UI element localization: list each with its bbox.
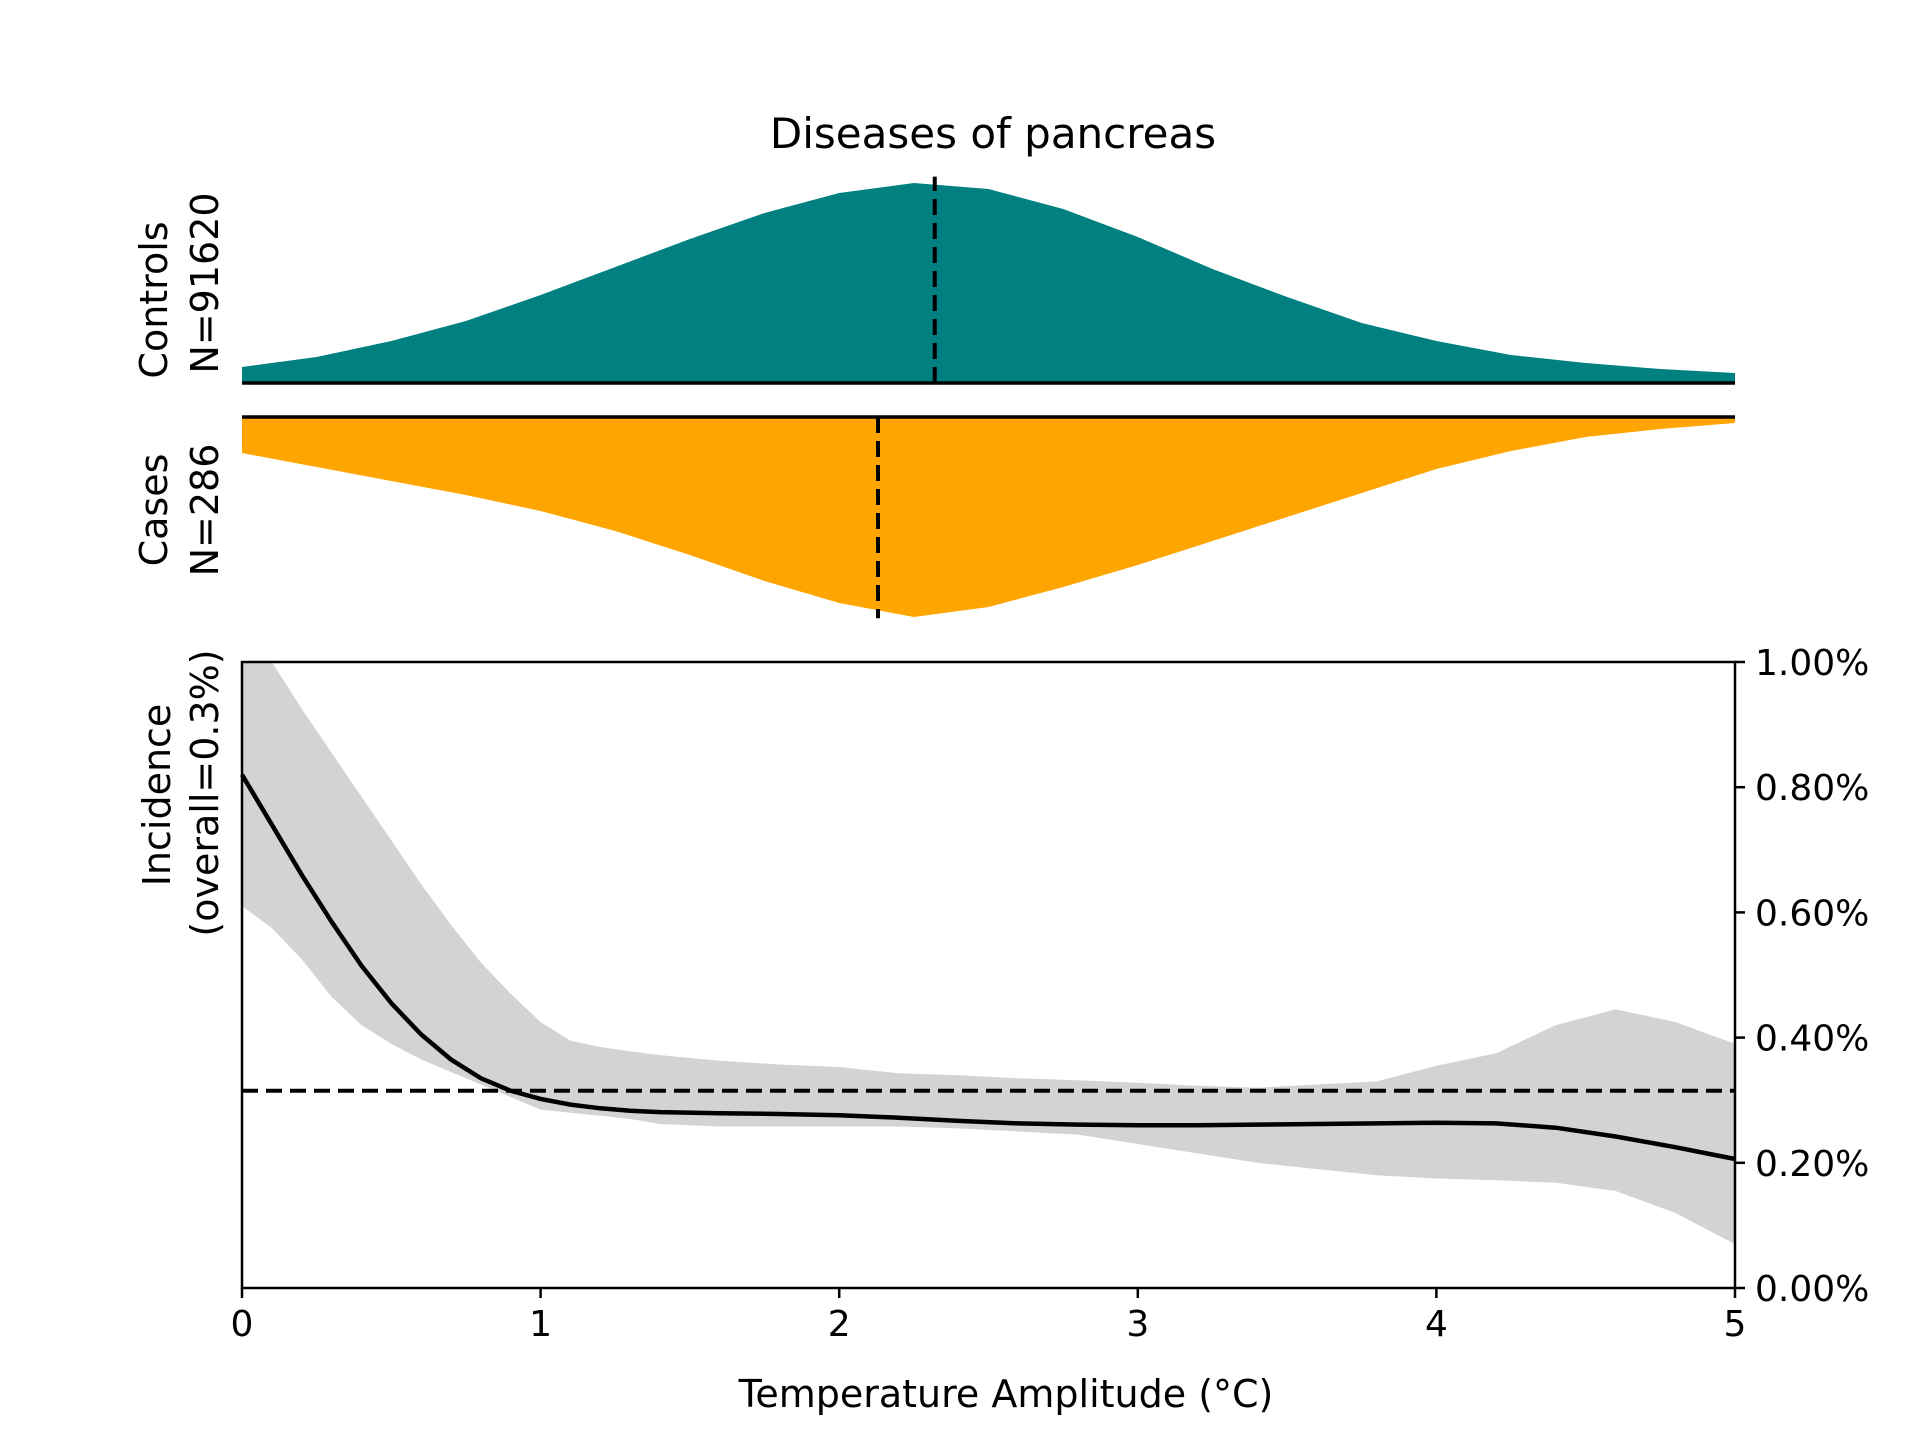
- x-axis: 0 1 2 3 4 5: [231, 1288, 1747, 1345]
- incidence-line: [240, 773, 1736, 1162]
- y-axis: 0.00% 0.20% 0.40% 0.60% 0.80% 1.00%: [1735, 643, 1869, 1310]
- controls-panel: Controls N=91620: [132, 176, 1735, 385]
- chart-title: Diseases of pancreas: [770, 109, 1216, 158]
- y-tick-label: 0.60%: [1755, 893, 1869, 934]
- cases-label: Cases: [132, 454, 176, 567]
- controls-density-area: [242, 183, 1735, 383]
- y-tick-label: 1.00%: [1755, 643, 1869, 684]
- x-tick-label: 1: [529, 1304, 552, 1345]
- y-tick-label: 0.80%: [1755, 768, 1869, 809]
- x-tick-label: 5: [1724, 1304, 1747, 1345]
- cases-count-label: N=286: [183, 444, 227, 577]
- controls-count-label: N=91620: [183, 192, 227, 373]
- cases-panel: Cases N=286: [132, 415, 1735, 619]
- x-tick-label: 0: [231, 1304, 254, 1345]
- x-tick-label: 4: [1425, 1304, 1448, 1345]
- y-tick-label: 0.40%: [1755, 1019, 1869, 1060]
- cases-density-area: [242, 417, 1735, 617]
- y-tick-label: 0.00%: [1755, 1269, 1869, 1310]
- plot-frame: [240, 660, 1737, 1290]
- y-axis-label: Incidence: [135, 704, 179, 887]
- x-tick-label: 3: [1126, 1304, 1149, 1345]
- confidence-band: [242, 662, 1735, 1245]
- y-tick-label: 0.20%: [1755, 1144, 1869, 1185]
- x-axis-label: Temperature Amplitude (°C): [738, 1372, 1274, 1416]
- controls-label: Controls: [132, 221, 176, 378]
- y-axis-sublabel: (overall=0.3%): [183, 649, 227, 936]
- incidence-panel: 0 1 2 3 4 5 0.00% 0.20% 0.40% 0.60% 0.80% 1.00% Te…: [135, 643, 1869, 1416]
- x-tick-label: 2: [828, 1304, 851, 1345]
